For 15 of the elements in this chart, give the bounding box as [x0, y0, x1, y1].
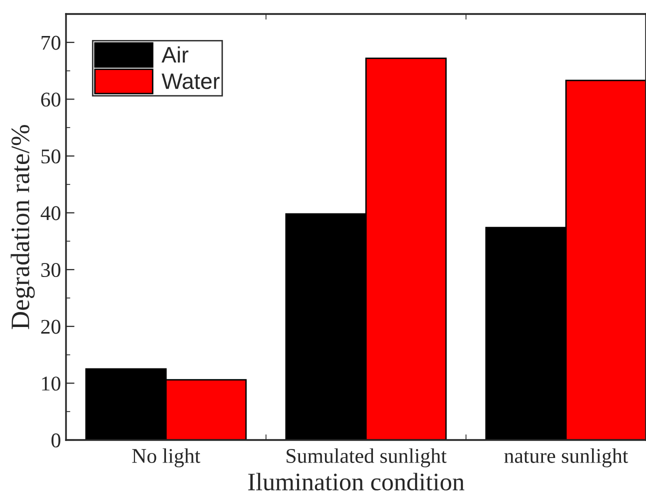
y-tick-label: 20 [41, 320, 60, 334]
y-axis-title: Degradation rate/% [10, 124, 35, 330]
y-tick-label: 60 [41, 92, 60, 107]
y-tick-label: 0 [52, 433, 60, 448]
x-axis-title: Ilumination condition [248, 472, 464, 490]
y-tick-label: 50 [42, 149, 60, 164]
x-tick-label: nature sunlight [504, 448, 628, 468]
y-tick-label: 30 [41, 262, 60, 278]
x-tick-label: No light [132, 448, 200, 468]
x-tick-label: Sumulated sunlight [286, 448, 447, 468]
legend-label: Water [162, 74, 220, 90]
legend-label: Air [162, 46, 188, 62]
y-tick-label: 10 [42, 376, 60, 391]
y-tick-label: 70 [42, 36, 60, 50]
y-tick-label: 40 [40, 206, 60, 220]
